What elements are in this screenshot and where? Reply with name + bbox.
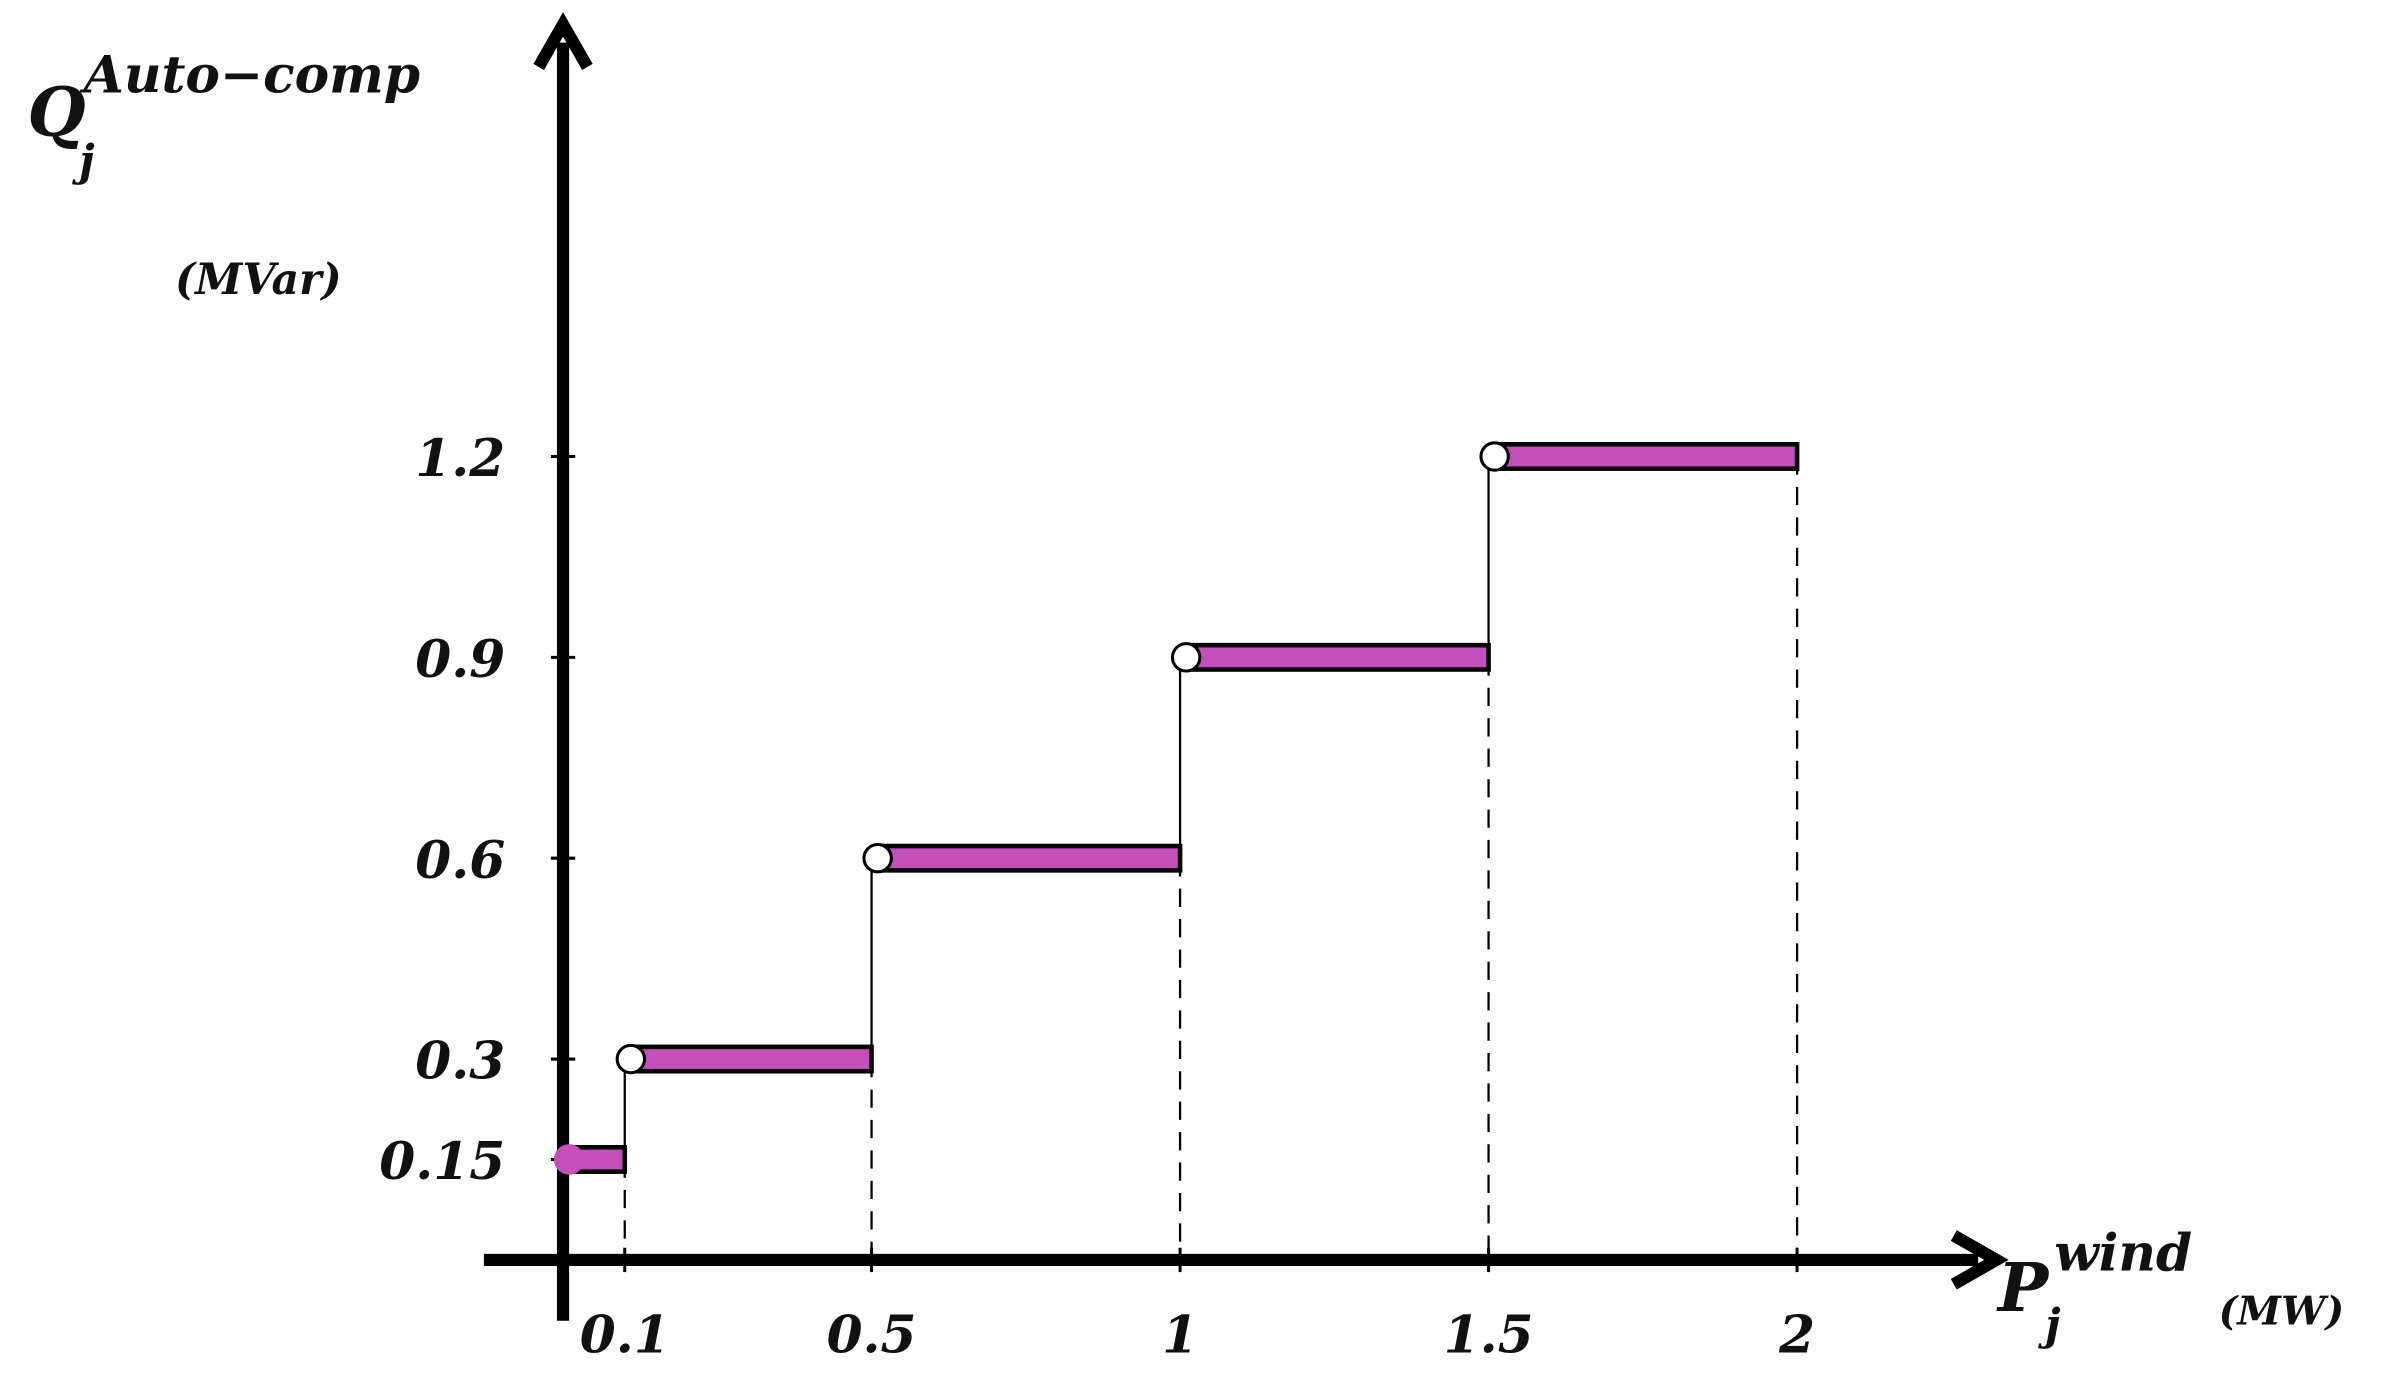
y-label-sup: Auto−comp: [79, 45, 420, 106]
x-tick-label: 1.5: [1444, 1305, 1534, 1366]
x-label-unit: (MW): [2219, 1289, 2345, 1335]
x-tick-label: 2: [1778, 1305, 1815, 1366]
open-endpoint: [1479, 441, 1510, 472]
x-tick-label: 1: [1162, 1305, 1198, 1366]
y-label-main: Q: [27, 73, 85, 152]
y-tick-label: 0.6: [415, 830, 505, 891]
x-tick-label: 0.5: [827, 1305, 917, 1366]
x-tick-label: 0.1: [580, 1305, 670, 1366]
y-tick-label: 0.9: [415, 629, 505, 690]
open-endpoint: [1170, 642, 1202, 673]
step-segment: [631, 1044, 874, 1074]
step-segment: [1186, 642, 1491, 672]
y-tick-label: 1.2: [415, 428, 505, 489]
x-label-main: P: [1996, 1248, 2050, 1327]
open-endpoint: [615, 1043, 647, 1075]
open-endpoint: [862, 842, 893, 874]
y-tick-label: 0.15: [379, 1131, 505, 1192]
step-segment: [1495, 442, 1800, 471]
endpoint: [553, 1144, 585, 1175]
x-label-sup: wind: [2054, 1222, 2192, 1283]
y-tick-label: 0.3: [415, 1031, 505, 1092]
y-label-unit: (MVar): [175, 255, 342, 305]
step-segment: [878, 843, 1183, 873]
